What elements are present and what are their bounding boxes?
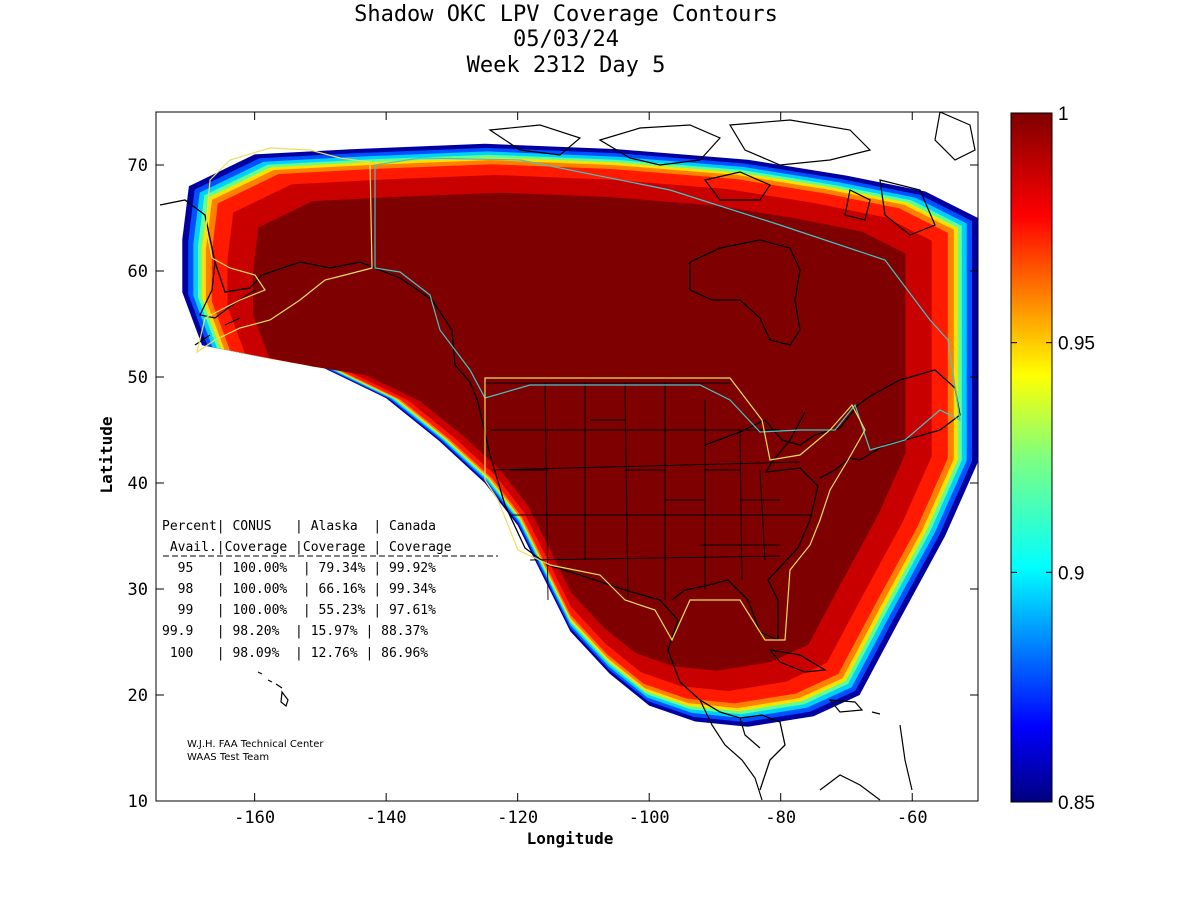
y-tick-label: 70 — [128, 156, 148, 176]
y-tick-label: 30 — [128, 580, 148, 600]
y-axis-label: Latitude — [97, 416, 116, 493]
x-tick-label: -140 — [366, 808, 407, 828]
plot-frame — [155, 111, 979, 802]
table-row: 99.9 | 98.20% | 15.97% | 88.37% — [162, 624, 428, 639]
alaska-fir-boundary — [196, 147, 373, 354]
coverage-band-8 — [253, 192, 906, 671]
x-axis: -160 -140 -120 -100 -80 -60 — [234, 112, 928, 828]
conus-fir-boundary — [484, 377, 866, 642]
x-tick-label: -60 — [897, 808, 928, 828]
x-tick-label: -80 — [765, 808, 796, 828]
colorbar-ticks: 0.85 0.9 0.95 1 — [1011, 104, 1095, 814]
table-row: 98 | 100.00% | 66.16% | 99.34% — [162, 582, 436, 597]
caribbean-islands — [768, 649, 913, 801]
title-line-3: Week 2312 Day 5 — [467, 53, 666, 78]
coverage-contours — [182, 143, 978, 727]
colorbar-tick-label: 0.9 — [1058, 563, 1084, 584]
colorbar-tick-label: 0.85 — [1058, 793, 1095, 814]
north-america-coast — [159, 199, 961, 791]
table-header-2: Avail.|Coverage |Coverage | Coverage — [162, 540, 452, 555]
y-tick-label: 20 — [128, 686, 148, 706]
chart-title: Shadow OKC LPV Coverage Contours 05/03/2… — [354, 2, 778, 78]
basemap-outlines — [159, 112, 976, 801]
hawaii-islands — [257, 671, 289, 708]
y-tick-label: 40 — [128, 474, 148, 494]
y-tick-label: 60 — [128, 262, 148, 282]
x-tick-label: -100 — [629, 808, 670, 828]
title-line-1: Shadow OKC LPV Coverage Contours — [354, 2, 778, 27]
colorbar-tick-label: 1 — [1058, 104, 1069, 125]
coverage-table: Percent| CONUS | Alaska | Canada Avail.|… — [162, 519, 498, 661]
x-tick-label: -160 — [234, 808, 275, 828]
y-tick-label: 50 — [128, 368, 148, 388]
table-row: 95 | 100.00% | 79.34% | 99.92% — [162, 561, 436, 576]
y-tick-label: 10 — [128, 792, 148, 812]
credit-line-1: W.J.H. FAA Technical Center — [187, 739, 324, 750]
title-line-2: 05/03/24 — [513, 27, 619, 52]
table-row: 99 | 100.00% | 55.23% | 97.61% — [162, 603, 436, 618]
canada-fir-boundary — [374, 157, 961, 451]
us-state-boundaries — [485, 382, 810, 601]
colorbar-tick-label: 0.95 — [1058, 334, 1095, 355]
arctic-islands-outline — [488, 112, 976, 236]
colorbar — [1010, 112, 1053, 803]
x-tick-label: -120 — [497, 808, 538, 828]
table-header-1: Percent| CONUS | Alaska | Canada — [162, 519, 436, 534]
y-axis: 10 20 30 40 50 60 70 — [128, 156, 978, 812]
central-america-coast — [699, 699, 763, 801]
hudson-bay-outline — [689, 239, 801, 346]
table-row: 100 | 98.09% | 12.76% | 86.96% — [162, 646, 428, 661]
x-axis-label: Longitude — [527, 829, 614, 848]
credit-line-2: WAAS Test Team — [187, 752, 269, 763]
